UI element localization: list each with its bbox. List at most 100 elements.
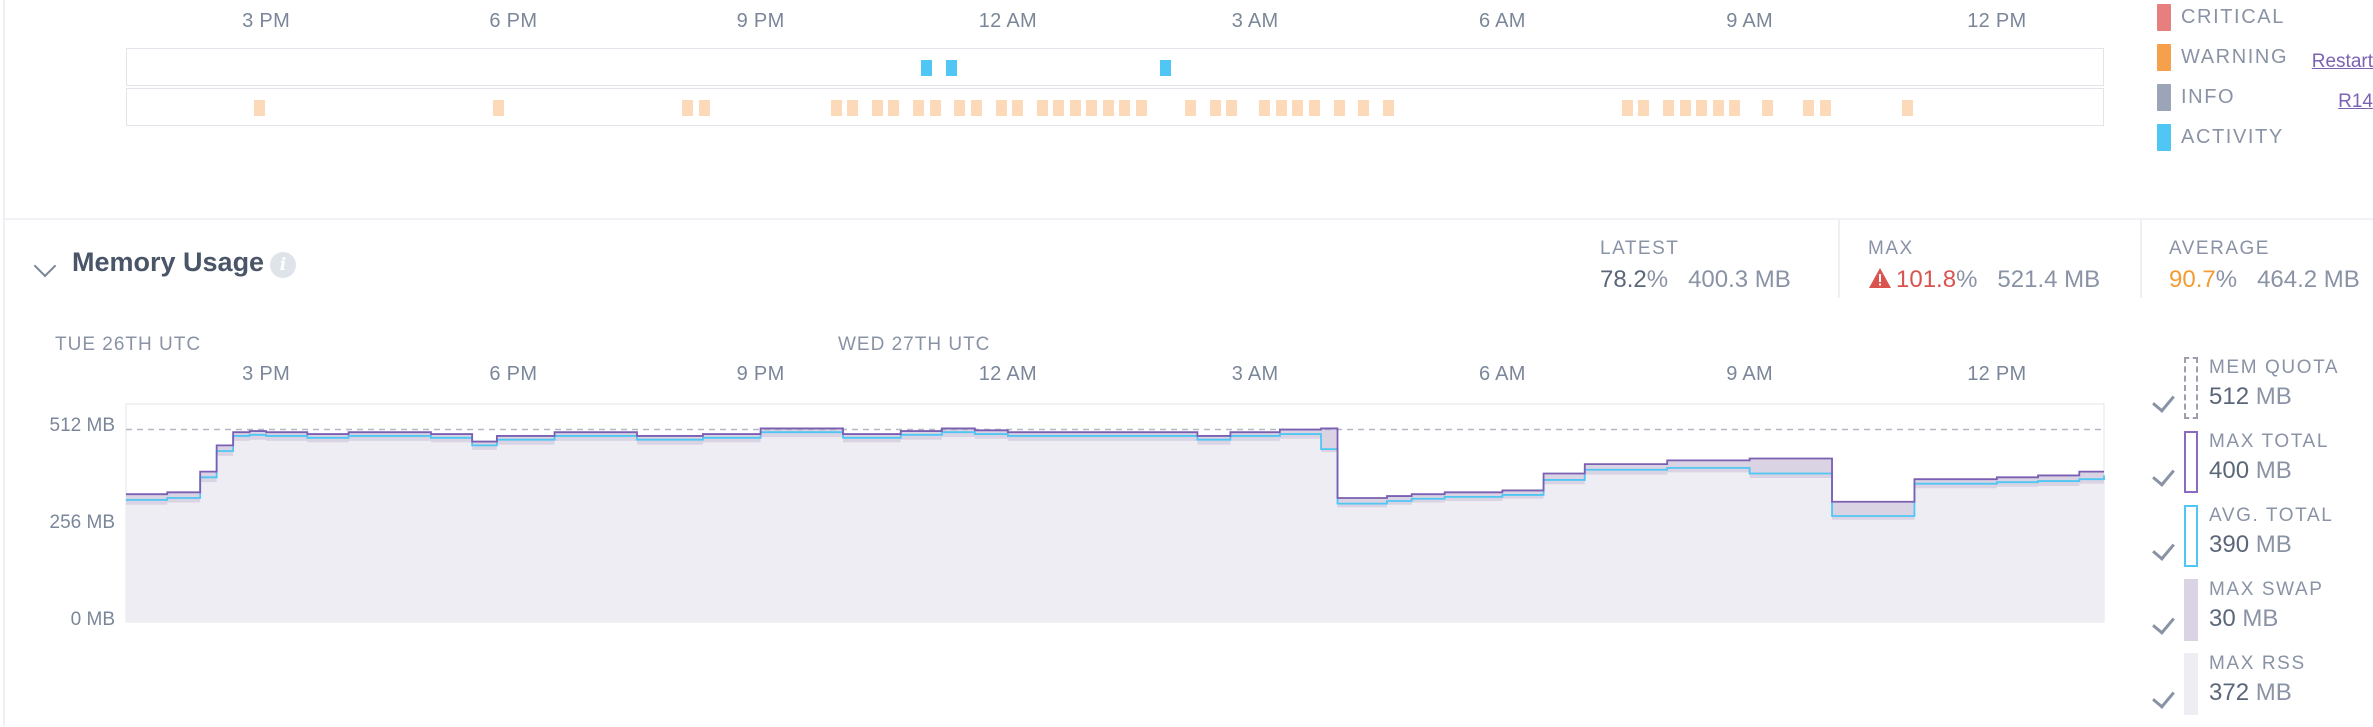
events-time-tick: 12 PM (1967, 10, 2027, 32)
r14-event-marker[interactable] (1803, 100, 1815, 116)
info-swatch (2157, 83, 2171, 111)
r14-event-marker[interactable] (1663, 100, 1675, 116)
r14-event-marker[interactable] (1358, 100, 1370, 116)
restart-event-marker[interactable] (1160, 60, 1172, 76)
r14-event-marker[interactable] (1679, 100, 1691, 116)
y-tick-256: 256 MB (49, 512, 115, 533)
r14-event-marker[interactable] (1902, 100, 1914, 116)
date-label-wed: WED 27TH UTC (838, 334, 991, 355)
memory-time-tick: 6 AM (1478, 363, 1526, 385)
r14-event-marker[interactable] (1275, 100, 1287, 116)
r14-event-marker[interactable] (1762, 100, 1774, 116)
max-total-unit: MB (2255, 457, 2292, 484)
average-value: 90.7% 464.2 MB (2169, 266, 2360, 294)
r14-event-marker[interactable] (1102, 100, 1114, 116)
legend-warning: WARNING (2157, 42, 2288, 72)
r14-event-marker[interactable] (888, 100, 900, 116)
r14-event-marker[interactable] (1712, 100, 1724, 116)
section-divider (5, 218, 2373, 220)
memory-time-tick: 12 PM (1967, 363, 2027, 385)
info-icon[interactable]: i (270, 252, 296, 278)
max-swap-number: 30 (2209, 605, 2236, 632)
r14-event-marker[interactable] (1012, 100, 1024, 116)
avg-total-line (126, 431, 2105, 517)
r14-event-marker[interactable] (1119, 100, 1131, 116)
average-pct: 90.7 (2169, 266, 2216, 293)
average-mb: 464.2 MB (2257, 266, 2360, 293)
row-label-r14[interactable]: R14 (2338, 91, 2373, 112)
r14-event-marker[interactable] (1729, 100, 1741, 116)
avg-total-number: 390 (2209, 531, 2250, 558)
r14-event-marker[interactable] (1209, 100, 1221, 116)
r14-event-marker[interactable] (1382, 100, 1394, 116)
max-swap-value: 30 MB (2209, 605, 2278, 633)
max-total-value: 400 MB (2209, 457, 2292, 485)
legend-critical: CRITICAL (2157, 2, 2285, 32)
chevron-down-icon[interactable] (33, 254, 57, 278)
r14-event-marker[interactable] (954, 100, 966, 116)
max-rss-unit: MB (2255, 679, 2292, 706)
r14-event-marker[interactable] (1638, 100, 1650, 116)
max-swap-unit: MB (2242, 605, 2279, 632)
check-icon (2152, 463, 2175, 487)
r14-event-marker[interactable] (1292, 100, 1304, 116)
max-label: MAX (1868, 238, 1914, 259)
r14-event-marker[interactable] (253, 100, 265, 116)
critical-label: CRITICAL (2181, 5, 2285, 28)
avg-total-swatch (2184, 505, 2198, 567)
r14-event-marker[interactable] (913, 100, 925, 116)
memory-time-tick: 6 PM (489, 363, 538, 385)
r14-event-marker[interactable] (698, 100, 710, 116)
events-time-tick: 3 PM (242, 10, 291, 32)
average-pct-unit: % (2215, 266, 2238, 293)
section-title[interactable]: Memory Usage (72, 247, 265, 277)
r14-event-marker[interactable] (970, 100, 982, 116)
r14-event-marker[interactable] (830, 100, 842, 116)
check-icon (2152, 537, 2175, 561)
max-value: 101.8% 521.4 MB (1868, 266, 2100, 294)
mem-quota-swatch (2184, 357, 2198, 419)
stat-separator (2140, 218, 2142, 298)
max-total-label: MAX TOTAL (2209, 431, 2329, 452)
max-pct: 101.8 (1896, 266, 1957, 293)
events-time-tick: 6 PM (489, 10, 538, 32)
stat-separator (1838, 218, 1840, 298)
r14-event-marker[interactable] (1053, 100, 1065, 116)
r14-event-marker[interactable] (1135, 100, 1147, 116)
r14-event-marker[interactable] (1069, 100, 1081, 116)
left-border (3, 0, 5, 726)
row-label-restart[interactable]: Restart (2311, 51, 2373, 72)
max-rss-swatch (2184, 653, 2198, 715)
restart-events-track (126, 48, 2104, 86)
avg-total-value: 390 MB (2209, 531, 2292, 559)
r14-event-marker[interactable] (1333, 100, 1345, 116)
restart-event-marker[interactable] (921, 60, 933, 76)
max-mb: 521.4 MB (1997, 266, 2101, 293)
max-pct-unit: % (1956, 266, 1978, 293)
avg-total-unit: MB (2255, 531, 2292, 558)
events-time-tick: 9 AM (1726, 10, 1773, 32)
r14-event-marker[interactable] (1086, 100, 1098, 116)
r14-event-marker[interactable] (492, 100, 504, 116)
r14-event-marker[interactable] (1621, 100, 1633, 116)
r14-event-marker[interactable] (871, 100, 883, 116)
r14-event-marker[interactable] (682, 100, 694, 116)
r14-event-marker[interactable] (995, 100, 1007, 116)
max-total-swatch (2184, 431, 2198, 493)
max-rss-value: 372 MB (2209, 679, 2292, 707)
r14-event-marker[interactable] (1819, 100, 1831, 116)
r14-event-marker[interactable] (1259, 100, 1271, 116)
r14-event-marker[interactable] (1036, 100, 1048, 116)
r14-events-track (126, 88, 2104, 126)
r14-event-marker[interactable] (1226, 100, 1238, 116)
r14-event-marker[interactable] (1308, 100, 1320, 116)
r14-event-marker[interactable] (847, 100, 859, 116)
r14-event-marker[interactable] (929, 100, 941, 116)
r14-event-marker[interactable] (1185, 100, 1197, 116)
r14-event-marker[interactable] (1696, 100, 1708, 116)
restart-event-marker[interactable] (946, 60, 958, 76)
max-total-line (126, 427, 2104, 503)
check-icon (2152, 389, 2175, 413)
latest-label: LATEST (1600, 238, 1680, 259)
events-time-tick: 12 AM (978, 10, 1037, 32)
